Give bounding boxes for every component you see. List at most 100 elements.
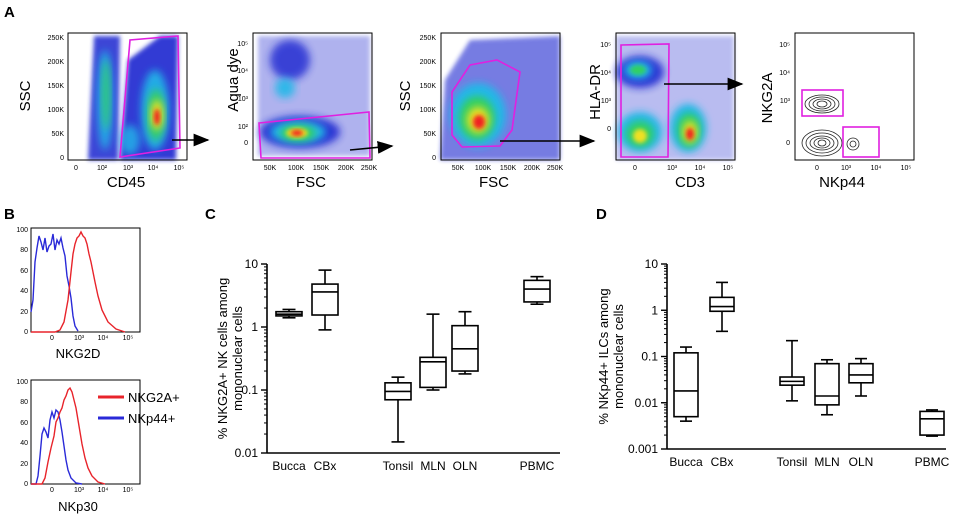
svg-text:0: 0 (24, 481, 28, 488)
svg-text:10³: 10³ (74, 487, 85, 494)
svg-text:40: 40 (20, 288, 28, 295)
y-tick-label: 0.001 (628, 442, 658, 456)
x-axis-label: FSC (479, 174, 509, 191)
legend-label-nkp44: NKp44+ (128, 411, 175, 426)
box-oln (848, 357, 874, 397)
box-cbx (709, 281, 735, 333)
flow-plot-aqua: 10⁵ 10⁴ 10³ 10² 0 50K 100K 150K 200K 250… (225, 32, 378, 191)
svg-text:250K: 250K (420, 35, 437, 42)
svg-text:10⁴: 10⁴ (148, 165, 159, 172)
gate-nkp44 (842, 126, 880, 158)
svg-text:10²: 10² (238, 124, 249, 131)
y-ticks: 250K 200K 150K 100K 50K 0 (48, 35, 65, 162)
svg-text:10³: 10³ (667, 165, 678, 172)
svg-text:10⁵: 10⁵ (723, 165, 734, 172)
box-iqr (709, 296, 735, 313)
svg-text:60: 60 (20, 268, 28, 275)
box-pbmc (523, 275, 551, 306)
svg-text:250K: 250K (361, 165, 378, 172)
x-tick-label: MLN (814, 455, 839, 469)
svg-text:10⁴: 10⁴ (871, 165, 882, 172)
svg-text:200K: 200K (338, 165, 355, 172)
svg-text:0: 0 (60, 155, 64, 162)
svg-text:0: 0 (244, 140, 248, 147)
box-cbx (311, 269, 339, 331)
svg-text:10³: 10³ (238, 96, 249, 103)
svg-text:150K: 150K (48, 83, 65, 90)
x-tick-label: OLN (453, 459, 478, 473)
legend-label-nkg2a: NKG2A+ (128, 390, 180, 405)
x-tick-label: OLN (849, 455, 874, 469)
plot-frame (252, 32, 373, 161)
flow-plot-nkp44: 10⁵ 10⁴ 10³ 0 0 10³ 10⁴ 10⁵ NKp44 NKG2A (759, 32, 915, 191)
gate-nkg2a (801, 89, 844, 117)
y-tick-label: 10 (645, 257, 659, 271)
svg-text:0: 0 (50, 335, 54, 342)
svg-text:40: 40 (20, 440, 28, 447)
box-bucca (275, 308, 303, 319)
x-tick-label: Bucca (272, 459, 306, 473)
x-tick-label: Tonsil (777, 455, 808, 469)
y-ticks: 10⁵ 10⁴ 10³ 0 (600, 42, 611, 133)
box-mln (814, 358, 840, 416)
density-cloud (440, 36, 560, 160)
y-axis-label-line: mononuclear cells (611, 304, 626, 409)
svg-text:100K: 100K (420, 107, 437, 114)
svg-text:0: 0 (607, 126, 611, 133)
density-cloud (258, 36, 370, 156)
svg-text:10⁴: 10⁴ (779, 70, 790, 77)
y-tick-label: 1 (651, 303, 658, 317)
svg-text:50K: 50K (452, 165, 465, 172)
svg-text:200K: 200K (524, 165, 541, 172)
svg-text:200K: 200K (420, 59, 437, 66)
y-axis-label-line: mononuclear cells (230, 306, 245, 411)
svg-text:250K: 250K (547, 165, 564, 172)
x-ticks: 50K 100K 150K 200K 250K (264, 165, 378, 172)
svg-text:10⁵: 10⁵ (600, 42, 611, 49)
y-ticks: 100 80 60 40 20 0 (16, 379, 28, 488)
gate (451, 59, 521, 148)
svg-text:10⁵: 10⁵ (123, 487, 134, 494)
svg-text:0: 0 (50, 487, 54, 494)
svg-text:100K: 100K (475, 165, 492, 172)
svg-text:100K: 100K (48, 107, 65, 114)
y-ticks: 10⁵ 10⁴ 10³ 0 (779, 42, 790, 147)
box-mln (419, 313, 447, 391)
svg-text:10⁵: 10⁵ (123, 335, 134, 342)
svg-text:50K: 50K (424, 131, 437, 138)
box-oln (451, 310, 479, 375)
hist-curve-nkg2a (31, 386, 106, 485)
histogram-nkg2d: 100 80 60 40 20 0 0 10³ 10⁴ 10⁵ NKG2D (16, 227, 141, 361)
x-ticks: 0 10³ 10⁴ 10⁵ (50, 487, 133, 494)
boxplot-nkg2a-nk: 10 1 0.1 0.01 % NKG2A+ NK cells among mononuc… (215, 257, 560, 473)
plot-frame (794, 32, 915, 161)
svg-text:150K: 150K (313, 165, 330, 172)
svg-text:10²: 10² (97, 165, 108, 172)
y-axis-label: NKG2A (759, 73, 776, 124)
box-iqr (311, 283, 339, 316)
x-ticks: 0 10³ 10⁴ 10⁵ (633, 165, 733, 172)
gate (620, 43, 670, 158)
flow-plot-fsc-ssc: 250K 200K 150K 100K 50K 0 50K 100K 150K … (397, 32, 564, 191)
svg-text:10³: 10³ (74, 335, 85, 342)
density-cloud (88, 36, 178, 160)
svg-text:150K: 150K (420, 83, 437, 90)
y-axis-label: SSC (397, 80, 414, 111)
box-iqr (814, 362, 840, 406)
svg-text:200K: 200K (48, 59, 65, 66)
y-ticks: 100 80 60 40 20 0 (16, 227, 28, 336)
flow-plot-cd3: 10⁵ 10⁴ 10³ 0 0 10³ 10⁴ 10⁵ CD3 HLA-DR (587, 32, 736, 191)
svg-text:0: 0 (432, 155, 436, 162)
svg-text:10⁴: 10⁴ (98, 487, 109, 494)
svg-text:10⁴: 10⁴ (695, 165, 706, 172)
x-tick-label: MLN (420, 459, 445, 473)
box-bucca (673, 346, 699, 422)
svg-text:0: 0 (786, 140, 790, 147)
svg-text:100: 100 (16, 379, 28, 386)
y-axis-label: HLA-DR (587, 64, 604, 120)
svg-text:100: 100 (16, 227, 28, 234)
density-cloud (616, 36, 734, 160)
contour-cloud (801, 94, 860, 157)
legend: NKG2A+ NKp44+ (98, 390, 180, 426)
